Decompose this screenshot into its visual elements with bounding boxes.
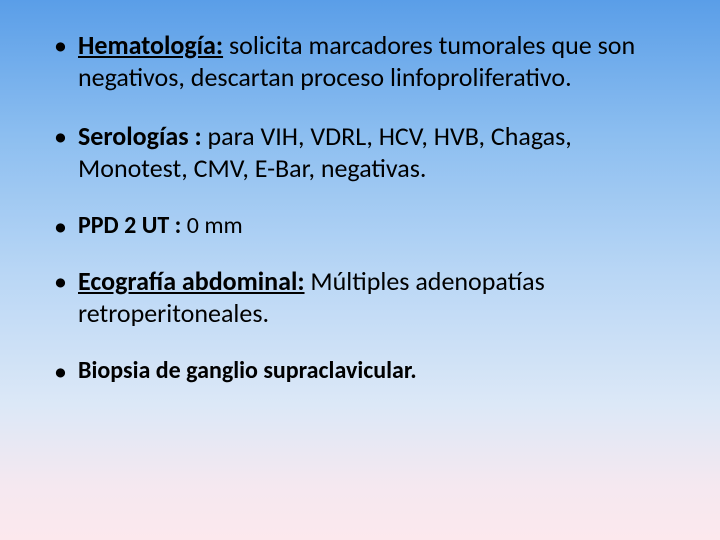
list-item: Serologías : para VIH, VDRL, HCV, HVB, C…	[50, 121, 670, 184]
list-item: PPD 2 UT : 0 mm	[50, 211, 670, 240]
bullet-list: Hematología: solicita marcadores tumoral…	[50, 30, 670, 385]
list-item: Biopsia de ganglio supraclavicular.	[50, 356, 670, 385]
list-item: Hematología: solicita marcadores tumoral…	[50, 30, 670, 93]
bullet-label: Ecografía abdominal:	[78, 265, 305, 297]
bullet-label: Hematología:	[78, 29, 223, 61]
bullet-body: 0 mm	[181, 211, 242, 240]
bullet-label: PPD 2 UT :	[78, 211, 181, 240]
bullet-label: Serologías :	[78, 120, 202, 152]
list-item: Ecografía abdominal: Múltiples adenopatí…	[50, 266, 670, 329]
bullet-label: Biopsia de ganglio supraclavicular.	[78, 356, 417, 385]
